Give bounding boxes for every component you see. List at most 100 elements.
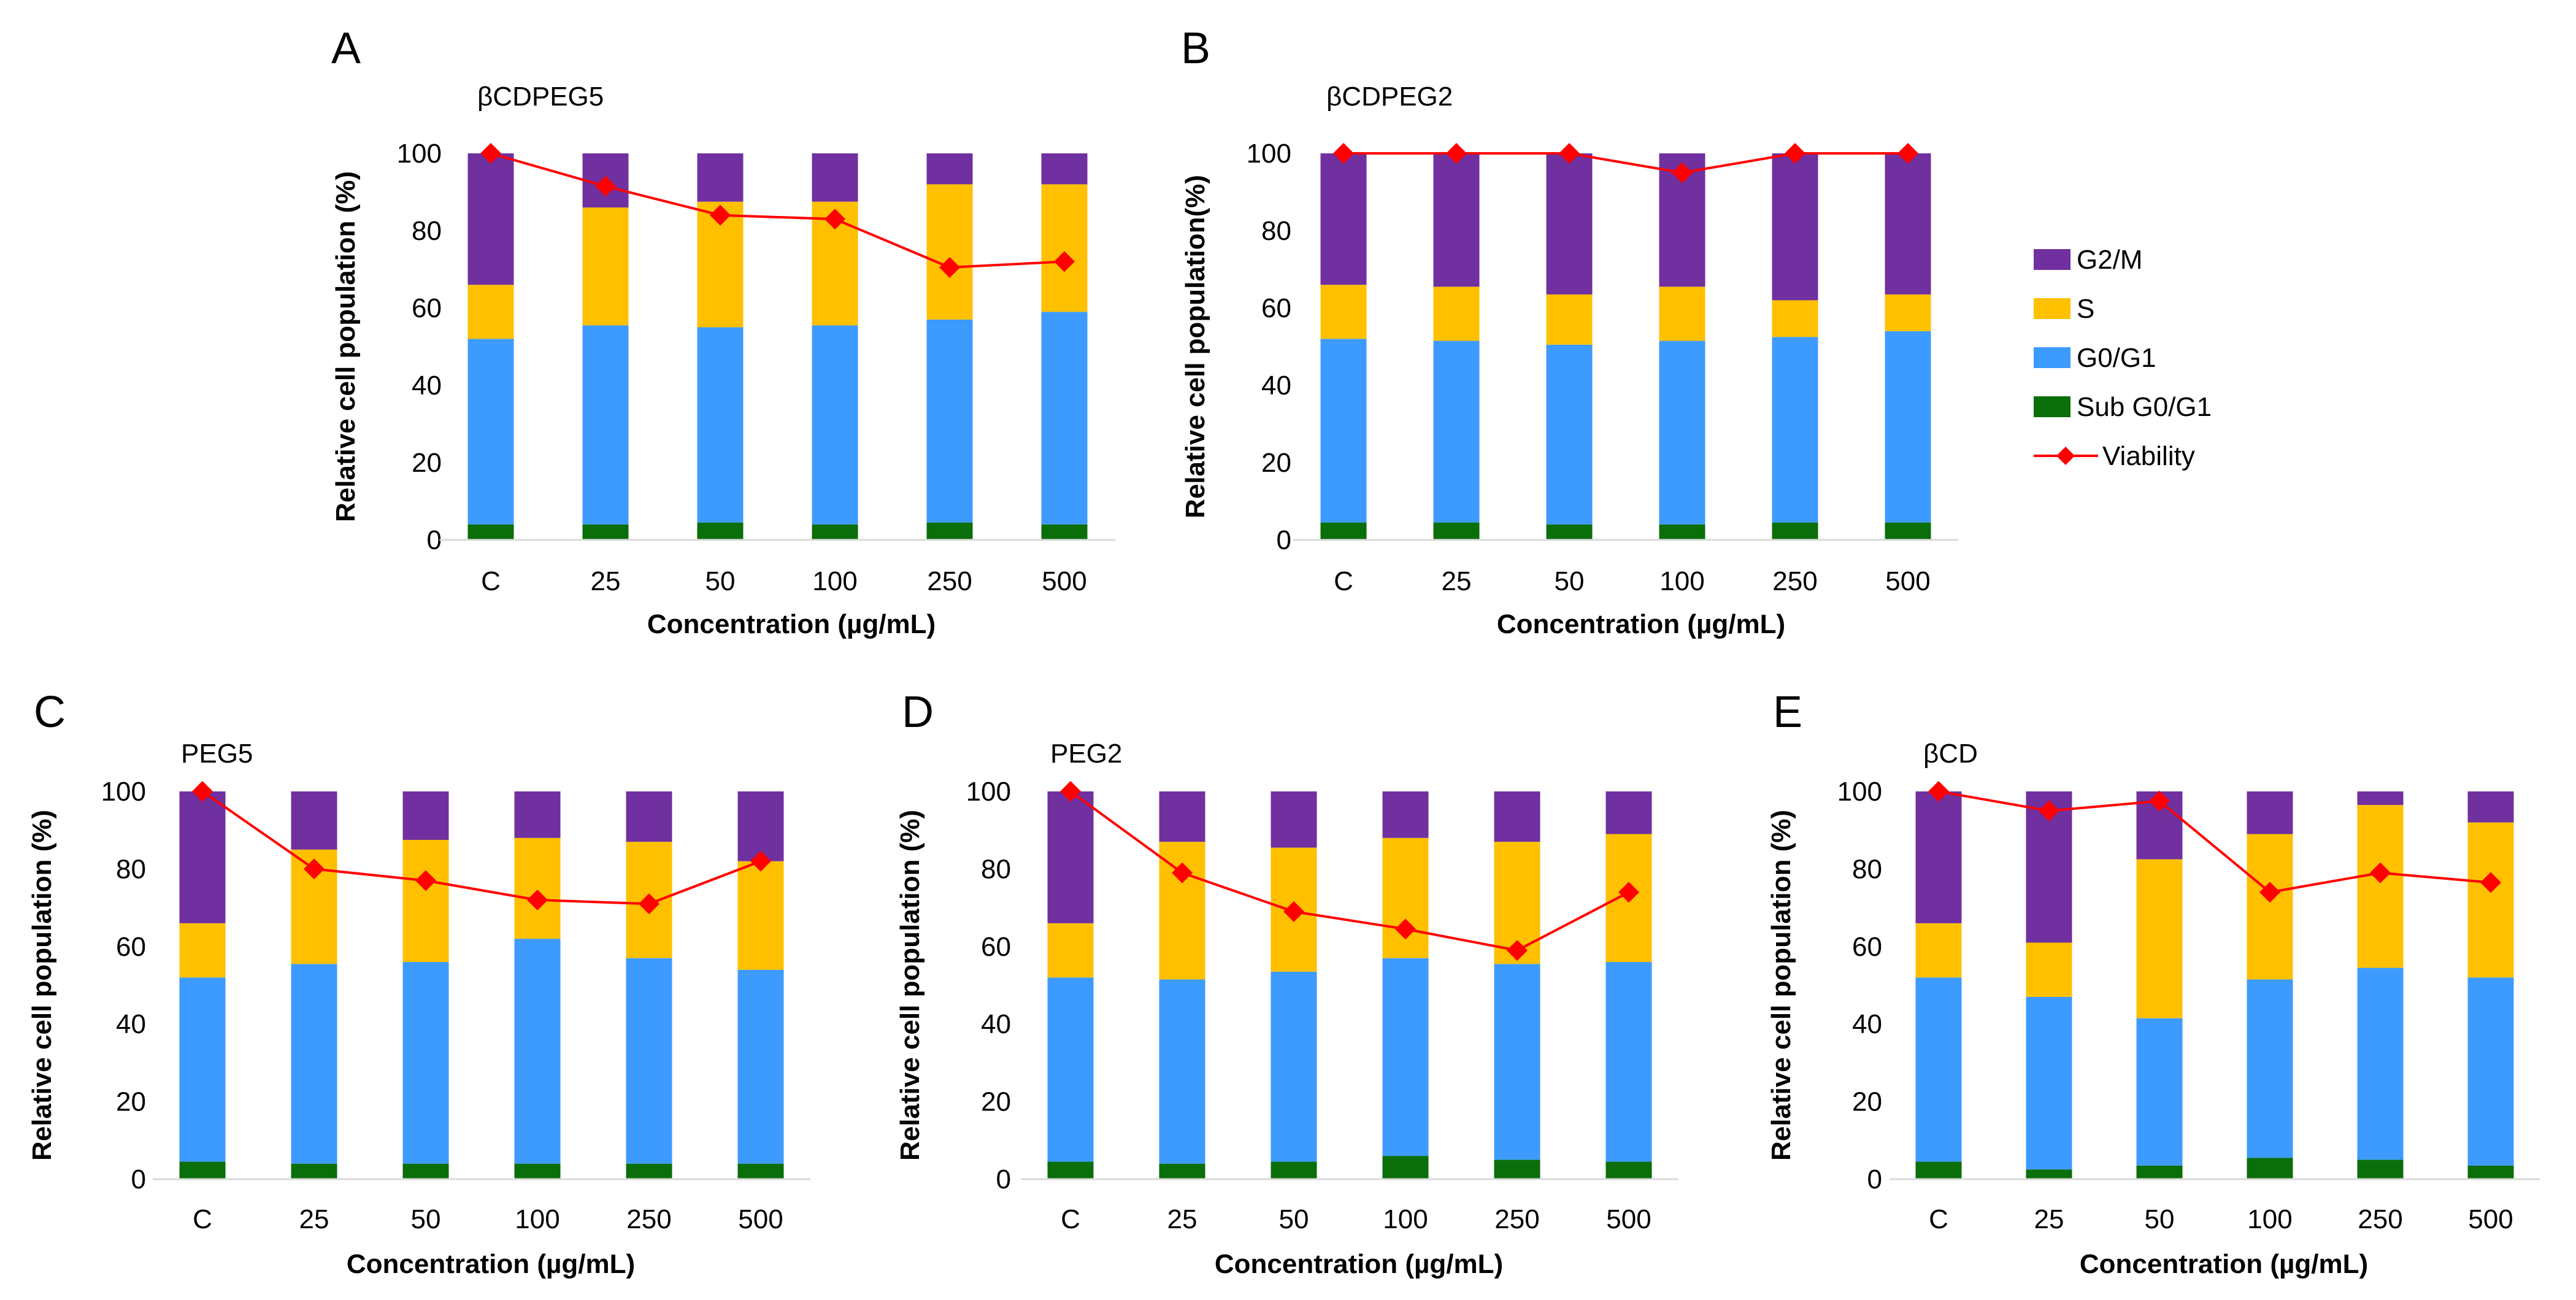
viability-line	[201, 790, 761, 906]
x-tick-label: 100	[1383, 1204, 1428, 1234]
viability-line	[1344, 152, 1908, 174]
bar-segment-g0-g1	[1885, 331, 1931, 523]
x-axis-title: Concentration (µg/mL)	[1215, 1249, 1503, 1279]
bar-segment-g2-m	[812, 153, 858, 202]
bar-segment-g2-m	[1605, 791, 1652, 834]
bar-segment-g0-g1	[2357, 967, 2404, 1160]
panel-label: D	[902, 688, 934, 737]
y-tick-label: 20	[1852, 1087, 1882, 1117]
x-tick-label: 50	[706, 566, 736, 596]
x-tick-label: C	[1929, 1204, 1948, 1234]
x-axis-title: Concentration (µg/mL)	[1497, 609, 1785, 639]
bar-segment-s	[1772, 300, 1818, 337]
y-tick-label: 40	[981, 1009, 1011, 1039]
bar-segment-g0-g1	[1546, 344, 1593, 525]
bar-segment-s	[737, 861, 784, 970]
bar-segment-g0-g1	[2247, 979, 2293, 1158]
x-axis-title: Concentration (µg/mL)	[347, 1249, 635, 1279]
y-tick-label: 80	[1852, 854, 1882, 884]
bar-segment-sub-g0-g1	[2247, 1158, 2293, 1179]
viability-marker	[1054, 251, 1075, 272]
y-tick-label: 100	[101, 777, 146, 807]
x-tick-label: C	[481, 566, 501, 596]
bar-segment-g0-g1	[1659, 340, 1705, 525]
bar-segment-g2-m	[1494, 791, 1540, 842]
bar-segment-g0-g1	[1915, 977, 1962, 1162]
bar-segment-s	[582, 207, 629, 326]
chart-title: βCDPEG2	[1326, 82, 1453, 112]
y-tick-label: 60	[1852, 932, 1882, 962]
viability-marker	[2370, 862, 2391, 883]
x-tick-label: C	[1334, 566, 1353, 596]
bar-segment-sub-g0-g1	[737, 1163, 784, 1179]
viability-marker	[1395, 918, 1416, 940]
bar-segment-g2-m	[1772, 153, 1818, 301]
viability-marker	[1446, 143, 1467, 164]
bar-segment-g0-g1	[697, 327, 744, 523]
y-axis-title: Relative cell population (%)	[1766, 810, 1796, 1161]
x-axis-title: Concentration (µg/mL)	[2080, 1249, 2368, 1279]
x-tick-label: 500	[1606, 1204, 1651, 1234]
bar-segment-sub-g0-g1	[291, 1163, 337, 1179]
x-axis-title: Concentration (µg/mL)	[647, 609, 936, 639]
y-tick-label: 60	[116, 932, 146, 962]
bar-segment-g0-g1	[1382, 958, 1429, 1156]
x-tick-label: 500	[1885, 566, 1930, 596]
bar-segment-g0-g1	[402, 962, 449, 1164]
x-tick-label: 50	[1555, 566, 1585, 596]
bar-segment-sub-g0-g1	[402, 1163, 449, 1179]
x-tick-label: 250	[2358, 1204, 2402, 1234]
y-tick-label: 20	[1261, 448, 1291, 478]
bar-segment-g0-g1	[2467, 977, 2514, 1166]
legend-label: S	[2077, 294, 2094, 324]
chart-panel-d: D PEG2 0 20 40 60 80 100 Relative cell populatio…	[895, 688, 1678, 1279]
y-tick-label: 60	[412, 293, 442, 323]
viability-marker	[1672, 162, 1693, 183]
x-tick-label: 50	[2145, 1204, 2175, 1234]
y-tick-label: 0	[1277, 525, 1291, 555]
bar-segment-g0-g1	[737, 969, 784, 1164]
bar-segment-sub-g0-g1	[1659, 524, 1705, 540]
viability-marker	[939, 256, 960, 278]
bar-segment-sub-g0-g1	[626, 1163, 672, 1179]
y-tick-label: 80	[981, 854, 1011, 884]
y-axis-title: Relative cell population (%)	[331, 171, 361, 522]
bar-segment-s	[179, 923, 226, 978]
bar-segment-g0-g1	[1605, 962, 1652, 1162]
y-tick-label: 80	[412, 216, 442, 246]
bar-segment-g0-g1	[514, 939, 561, 1164]
viability-marker	[595, 175, 616, 197]
chart-title: PEG2	[1050, 739, 1122, 769]
legend-label: Sub G0/G1	[2077, 392, 2212, 422]
viability-marker	[2039, 800, 2059, 821]
viability-marker	[527, 889, 548, 910]
bar-segment-sub-g0-g1	[2136, 1165, 2183, 1179]
viability-marker	[750, 850, 771, 872]
bar-segment-sub-g0-g1	[1041, 524, 1088, 540]
viability-marker	[304, 858, 325, 880]
bar-segment-g2-m	[402, 791, 449, 840]
bar-segment-g0-g1	[1271, 971, 1317, 1162]
bar-segment-g0-g1	[2026, 996, 2072, 1170]
x-tick-label: 500	[738, 1204, 783, 1234]
bar-segment-sub-g0-g1	[1915, 1161, 1962, 1179]
y-tick-label: 100	[966, 777, 1011, 807]
viability-line	[1069, 790, 1629, 952]
y-axis-title: Relative cell population (%)	[895, 810, 925, 1161]
y-tick-label: 40	[1261, 371, 1291, 401]
bar-segment-sub-g0-g1	[1433, 522, 1480, 540]
bar-segment-s	[1915, 923, 1962, 978]
chart-title: βCD	[1923, 739, 1978, 769]
bar-segment-g2-m	[2247, 791, 2293, 834]
viability-marker	[710, 204, 731, 226]
viability-marker	[1283, 901, 1304, 922]
bar-segment-sub-g0-g1	[1271, 1161, 1317, 1179]
bar-segment-g2-m	[1041, 153, 1088, 185]
y-tick-label: 60	[1261, 293, 1291, 323]
viability-marker	[825, 209, 845, 230]
bar-segment-g0-g1	[626, 958, 672, 1164]
y-tick-label: 40	[412, 371, 442, 401]
bar-segment-s	[1433, 287, 1480, 341]
